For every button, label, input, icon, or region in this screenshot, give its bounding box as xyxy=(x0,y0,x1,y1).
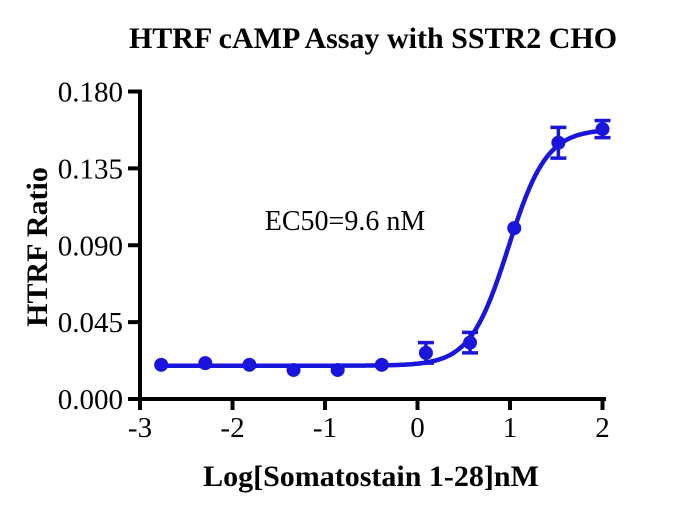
fit-curve xyxy=(158,128,604,368)
data-point xyxy=(242,357,257,372)
y-tick-label: 0.180 xyxy=(58,77,123,109)
x-tick-label: 0 xyxy=(410,412,425,444)
x-axis-title: Log[Somatostain 1-28]nM xyxy=(203,460,539,493)
y-axis-title: HTRF Ratio xyxy=(21,167,54,327)
data-point xyxy=(286,362,301,377)
x-tick-label: -1 xyxy=(313,412,337,444)
x-tick-label: 1 xyxy=(503,412,518,444)
y-tick-label: 0.000 xyxy=(58,384,123,416)
data-point xyxy=(418,345,433,360)
data-point xyxy=(595,122,610,137)
data-point xyxy=(154,357,169,372)
data-point xyxy=(463,335,478,350)
data-point xyxy=(374,357,389,372)
x-tick-label: 2 xyxy=(595,412,610,444)
x-tick-label: -3 xyxy=(128,412,152,444)
data-point xyxy=(551,135,566,150)
y-tick-label: 0.045 xyxy=(58,307,123,339)
x-tick-label: -2 xyxy=(220,412,244,444)
data-point xyxy=(507,221,522,236)
y-tick-label: 0.090 xyxy=(58,230,123,262)
chart-title: HTRF cAMP Assay with SSTR2 CHO xyxy=(128,22,618,55)
data-point xyxy=(330,362,345,377)
ec50-annotation: EC50=9.6 nM xyxy=(264,206,426,237)
y-tick-label: 0.135 xyxy=(58,153,123,185)
data-point xyxy=(198,356,213,371)
